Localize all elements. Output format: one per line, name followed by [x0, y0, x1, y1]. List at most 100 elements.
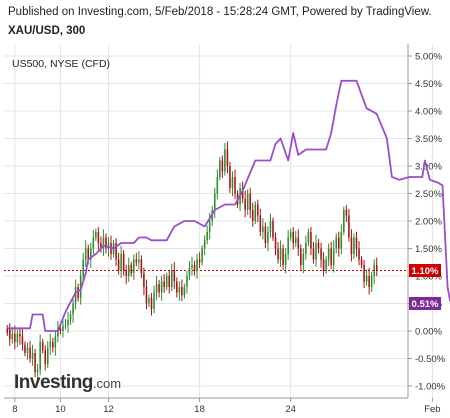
candle-body [241, 188, 244, 199]
price-tag-bg [409, 264, 441, 277]
candle-body [327, 248, 330, 260]
candle-body [127, 265, 130, 276]
x-tick-label: 12 [103, 404, 114, 415]
candle-body [31, 353, 34, 359]
candle-body [340, 232, 343, 249]
candle-body [343, 210, 345, 232]
candle-body [153, 292, 155, 309]
candle-body [178, 287, 181, 293]
candle-body [305, 243, 307, 254]
candle-body [244, 199, 246, 210]
candle-body [264, 226, 267, 243]
candle-body [170, 270, 173, 287]
price-tags: 1.10% 0.51% [409, 264, 441, 310]
candle-body [274, 237, 277, 249]
candle-body [89, 248, 92, 260]
candle-body [29, 347, 31, 359]
candle-body [302, 254, 305, 265]
candle-body [363, 265, 365, 282]
candle-body [59, 328, 62, 331]
candle-body [249, 193, 251, 210]
x-tick-label: 8 [12, 404, 17, 415]
candle-body [310, 232, 312, 249]
candle-body [201, 248, 203, 263]
candle-body [16, 333, 19, 342]
comparison-label: US500, NYSE (CFD) [12, 58, 111, 70]
y-tick-label: 2.00% [415, 217, 442, 228]
logo-suffix: .com [92, 376, 122, 391]
candle-body [267, 232, 269, 243]
candle-body [82, 259, 84, 276]
candle-body [41, 342, 44, 351]
candle-body [320, 248, 322, 260]
x-tick-label: Feb [424, 404, 440, 415]
candle-body [375, 265, 378, 271]
candle-body [307, 232, 310, 243]
candle-body [332, 248, 335, 265]
xau-usd-candles [6, 141, 378, 381]
candle-body [39, 342, 41, 370]
candle-body [130, 265, 133, 274]
candle-body [219, 160, 221, 177]
candle-body [9, 328, 11, 340]
candle-body [365, 276, 368, 282]
candle-body [279, 248, 282, 260]
candle-body [188, 267, 191, 276]
y-tick-label: 0.00% [415, 327, 442, 338]
y-tick-label: 4.50% [415, 79, 442, 90]
candle-body [14, 333, 16, 342]
candle-body [67, 320, 69, 326]
candle-body [277, 248, 279, 260]
candle-body [107, 243, 110, 249]
candle-body [208, 221, 211, 232]
candle-body [186, 276, 188, 287]
candle-body [72, 303, 74, 315]
candle-body [315, 243, 317, 260]
candle-body [224, 149, 226, 172]
candle-body [62, 325, 64, 331]
investing-logo: Investing.com [14, 372, 121, 394]
candle-body [36, 369, 39, 373]
y-axis-tick-labels: 5.00% 4.50% 4.00% 3.50% 3.00% 2.50% 2.00% 1.50%… [408, 52, 446, 393]
candle-body [269, 221, 272, 232]
candle-body [282, 248, 284, 265]
chart-grid [4, 44, 433, 398]
y-tick-label: 5.00% [415, 52, 442, 63]
candle-body [287, 237, 289, 254]
candle-body [74, 287, 77, 304]
candle-body [69, 314, 72, 320]
candle-body [257, 204, 259, 216]
candle-body [254, 204, 257, 221]
candle-body [52, 342, 54, 348]
x-tick-label: 10 [55, 404, 66, 415]
candle-body [370, 276, 373, 287]
candle-body [335, 237, 338, 249]
candle-body [368, 276, 370, 287]
candle-body [150, 298, 153, 309]
candle-body [231, 177, 234, 188]
candle-body [92, 237, 95, 249]
candle-body [337, 237, 340, 249]
candle-body [133, 259, 135, 274]
y-tick-label: 3.00% [415, 162, 442, 173]
candle-body [125, 270, 127, 276]
candle-body [168, 276, 171, 287]
candle-body [165, 276, 168, 287]
candle-body [11, 333, 14, 340]
candle-body [163, 281, 165, 287]
candle-body [203, 240, 206, 249]
x-axis-tick-labels: 810121824Feb6 [12, 398, 441, 415]
candle-body [176, 281, 178, 293]
candle-body [138, 259, 140, 263]
y-tick-label: 1.50% [415, 244, 442, 255]
x-tick-label: 18 [194, 404, 205, 415]
y-tick-label: 2.50% [415, 189, 442, 200]
candle-body [21, 336, 24, 345]
candle-body [360, 259, 363, 265]
candle-body [64, 325, 67, 327]
candle-body [6, 328, 9, 333]
y-tick-label: -1.00% [415, 382, 446, 393]
candle-body [229, 166, 231, 188]
candle-body [87, 248, 90, 260]
